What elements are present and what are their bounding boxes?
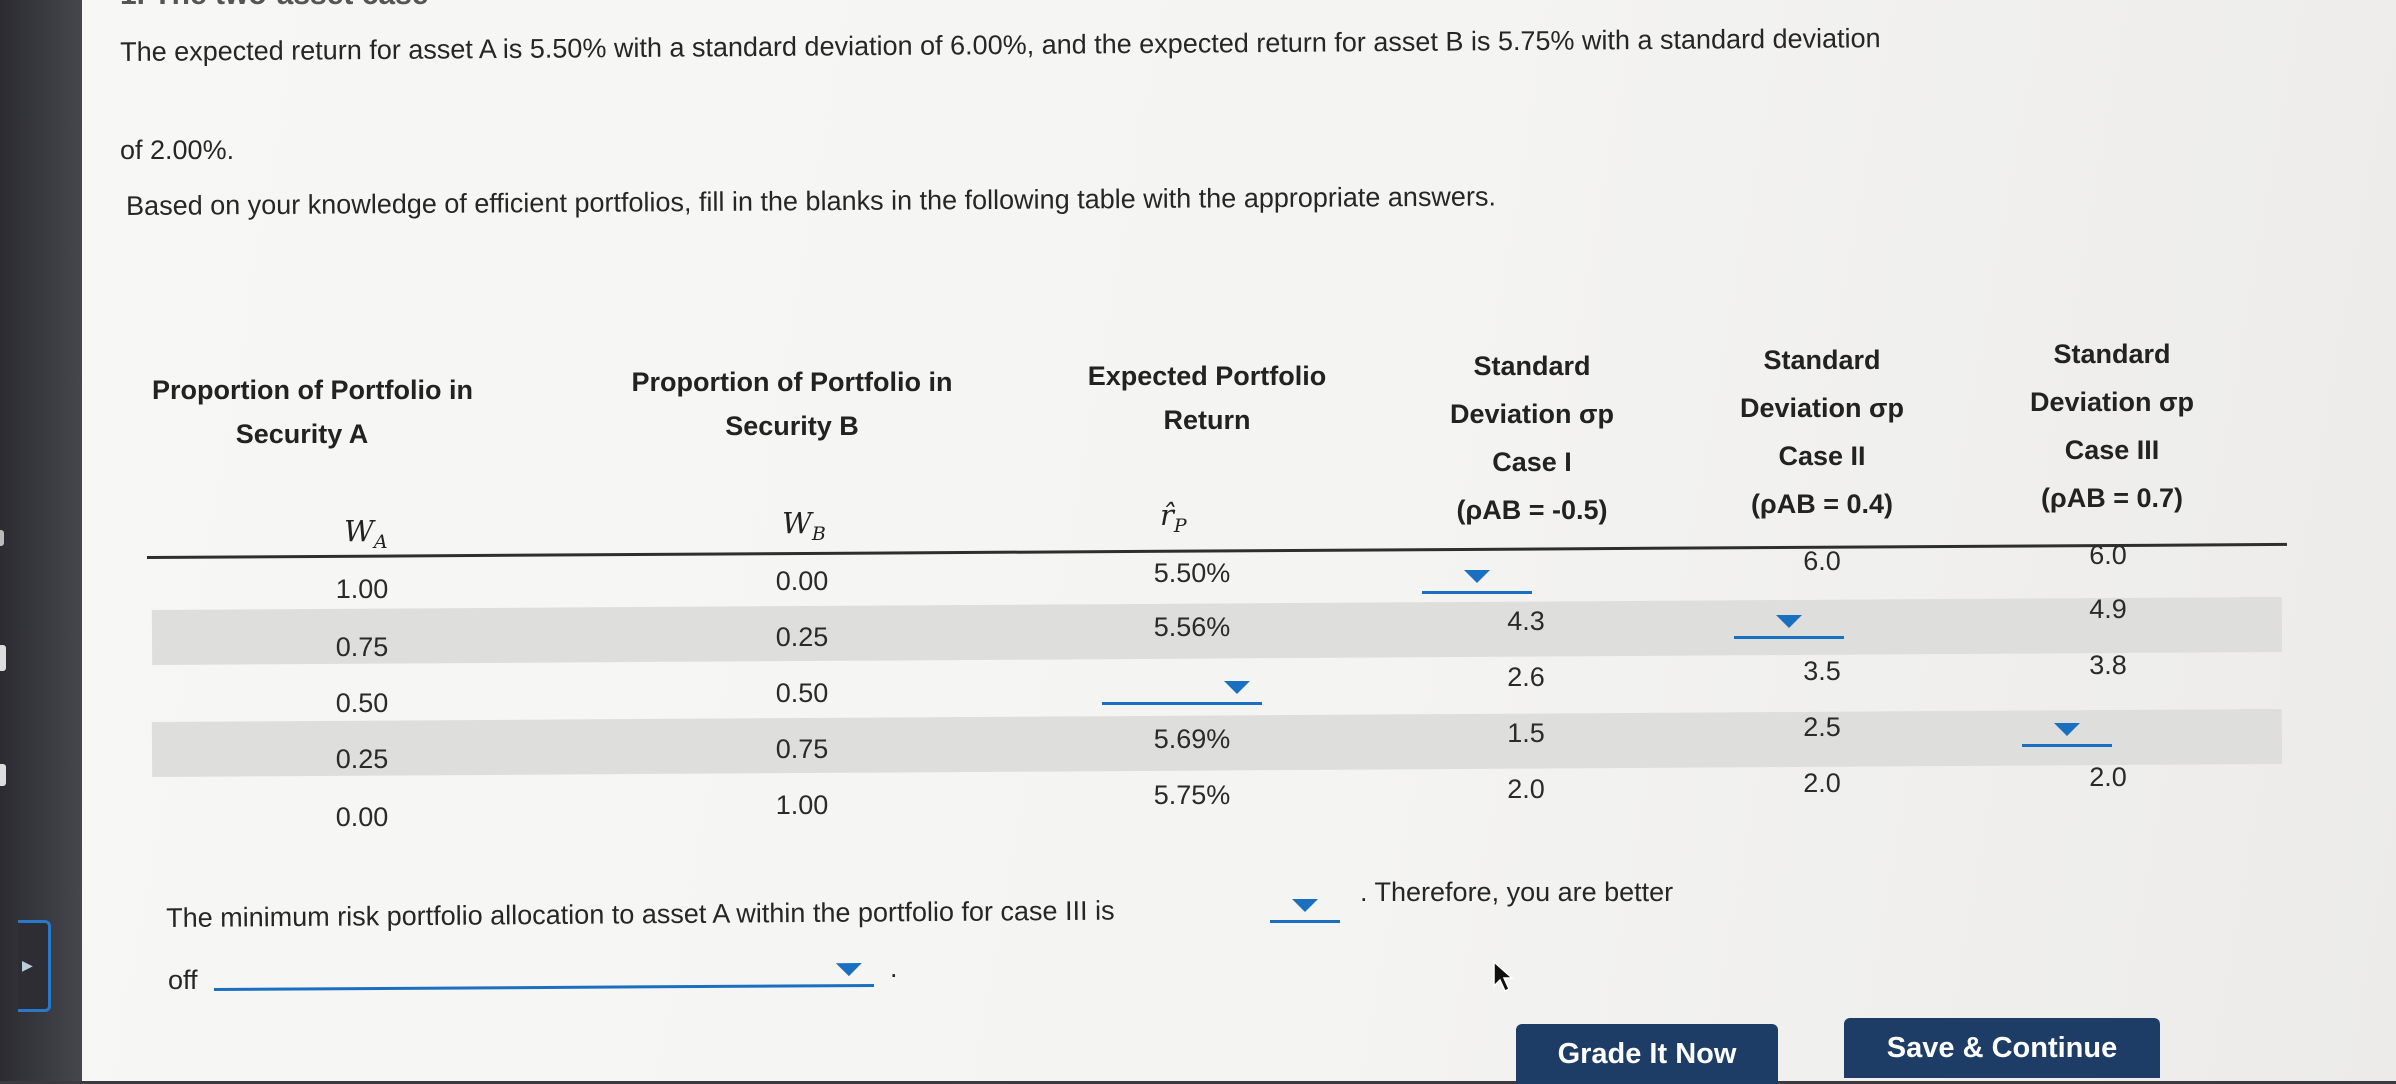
header-std-case-1: Standard Deviation σp Case I (ρAB = -0.5) xyxy=(1450,351,1614,525)
cell-s3: 3.8 xyxy=(2089,650,2127,680)
cell-rp: 5.56% xyxy=(1153,612,1231,642)
cell-rp: 5.50% xyxy=(1153,558,1231,588)
chevron-down-icon xyxy=(1224,681,1250,694)
header-divider xyxy=(146,542,2287,559)
question-text-2: . Therefore, you are better xyxy=(1360,877,1674,907)
header-security-a: Proportion of Portfolio in Security A xyxy=(152,375,473,449)
dropdown-better-off[interactable] xyxy=(213,941,874,991)
cell-s2: 3.5 xyxy=(1803,656,1841,686)
section-title: 1. The two-asset case xyxy=(120,0,428,12)
dropdown-min-risk-allocation[interactable] xyxy=(1270,880,1340,923)
cell-wb: 0.75 xyxy=(775,734,829,764)
chevron-down-icon xyxy=(1776,615,1802,628)
instruction-text: Based on your knowledge of efficient por… xyxy=(126,181,1496,221)
header-std-case-3: Standard Deviation σp Case III (ρAB = 0.7) xyxy=(2030,339,2194,513)
bezel-mark xyxy=(0,764,6,786)
cell-wa: 0.25 xyxy=(335,744,389,774)
chevron-down-icon xyxy=(835,963,862,977)
cell-wa: 0.75 xyxy=(335,632,389,662)
cell-wa: 0.50 xyxy=(335,688,389,718)
question-text-4: . xyxy=(890,953,898,983)
chevron-right-icon: ▶ xyxy=(22,957,33,973)
dropdown-case3-row4[interactable] xyxy=(2022,706,2112,747)
intro-line-1: The expected return for asset A is 5.50%… xyxy=(120,23,1881,67)
symbol-wb: WB xyxy=(782,506,826,545)
dropdown-return-row3[interactable] xyxy=(1102,664,1262,705)
cell-s1: 4.3 xyxy=(1507,606,1545,636)
chevron-down-icon xyxy=(1464,570,1490,583)
bezel-mark xyxy=(0,530,4,546)
assignment-page: 1. The two-asset case The expected retur… xyxy=(82,0,2396,1084)
cell-s3: 6.0 xyxy=(2089,540,2127,570)
symbol-rp: r̂P xyxy=(1160,498,1187,537)
cell-s1: 1.5 xyxy=(1507,718,1545,748)
question-text-3: off xyxy=(168,965,198,995)
cell-s2: 2.0 xyxy=(1803,768,1841,798)
cell-s3: 4.9 xyxy=(2089,594,2127,624)
cell-rp: 5.69% xyxy=(1153,724,1231,754)
header-expected-return: Expected Portfolio Return xyxy=(1087,361,1327,435)
cell-wb: 1.00 xyxy=(775,790,829,820)
cell-wb: 0.00 xyxy=(775,566,829,596)
cell-s3: 2.0 xyxy=(2089,762,2127,792)
header-security-b: Proportion of Portfolio in Security B xyxy=(631,367,953,441)
intro-line-2: of 2.00%. xyxy=(120,135,235,165)
cell-wa: 1.00 xyxy=(335,574,389,604)
grade-it-now-button[interactable]: Grade It Now xyxy=(1516,1024,1778,1084)
cell-wb: 0.50 xyxy=(775,678,829,708)
chevron-down-icon xyxy=(1292,899,1318,912)
cell-s2: 6.0 xyxy=(1803,546,1841,576)
symbol-wa: WA xyxy=(344,514,388,553)
chevron-down-icon xyxy=(2054,723,2080,736)
cell-s1: 2.0 xyxy=(1507,774,1545,804)
cell-wa: 0.00 xyxy=(335,802,389,832)
dropdown-case2-row2[interactable] xyxy=(1734,598,1844,639)
mouse-cursor-icon xyxy=(1493,960,1514,993)
bezel-mark xyxy=(0,645,6,671)
cell-rp: 5.75% xyxy=(1153,780,1231,810)
cell-s1: 2.6 xyxy=(1507,662,1545,692)
dropdown-case1-row1[interactable] xyxy=(1422,555,1532,594)
question-text-1: The minimum risk portfolio allocation to… xyxy=(166,895,1115,933)
cell-s2: 2.5 xyxy=(1803,712,1841,742)
cell-wb: 0.25 xyxy=(775,622,829,652)
save-continue-button[interactable]: Save & Continue xyxy=(1844,1018,2160,1078)
side-panel-toggle[interactable]: ▶ xyxy=(18,920,51,1012)
header-std-case-2: Standard Deviation σp Case II (ρAB = 0.4) xyxy=(1740,345,1904,519)
screen-bezel: ▶ xyxy=(0,0,82,1081)
